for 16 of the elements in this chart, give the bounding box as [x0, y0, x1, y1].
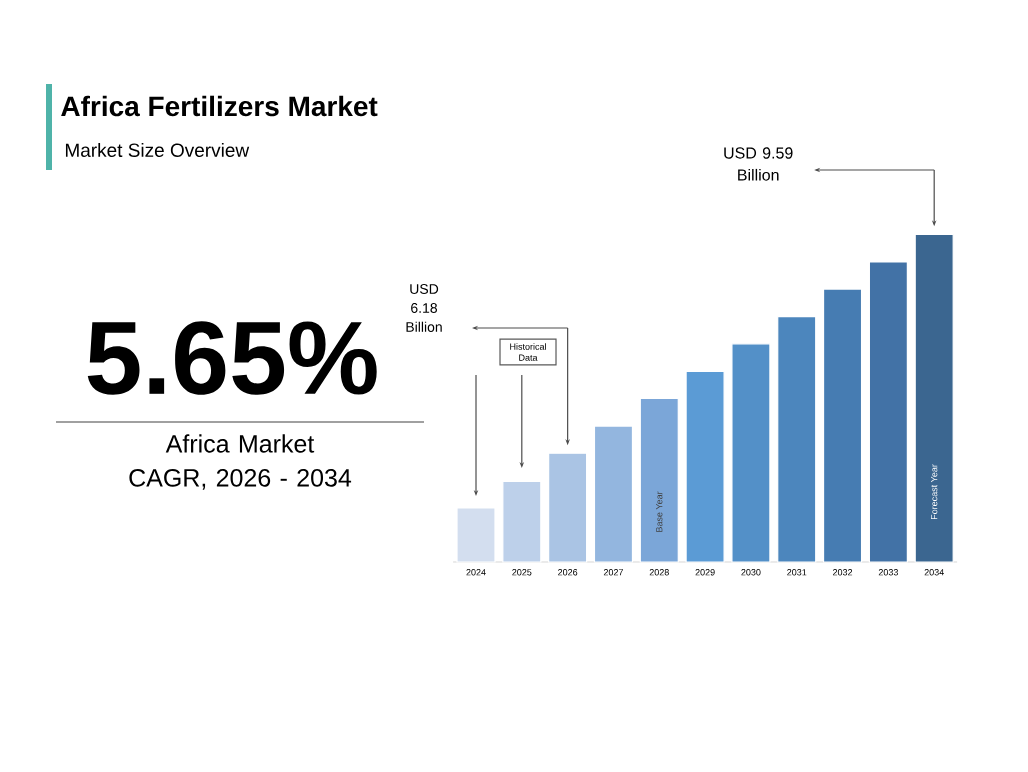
text: USD 9.59 Billion [724, 147, 793, 181]
bar [456, 507, 496, 563]
text: 5.65% [87, 321, 377, 395]
bar [639, 397, 679, 563]
bar [502, 480, 542, 563]
bar [593, 425, 634, 563]
bar [685, 370, 725, 563]
bar [548, 452, 588, 563]
bar [777, 316, 817, 563]
bar [914, 233, 954, 563]
text: Market Size Overview [65, 143, 250, 157]
text: Africa Market CAGR, 2026 - 2034 [129, 434, 352, 490]
bar [868, 261, 908, 563]
text: Africa Fertilizers Market [61, 95, 378, 117]
bar [731, 343, 771, 563]
bar [822, 288, 863, 563]
